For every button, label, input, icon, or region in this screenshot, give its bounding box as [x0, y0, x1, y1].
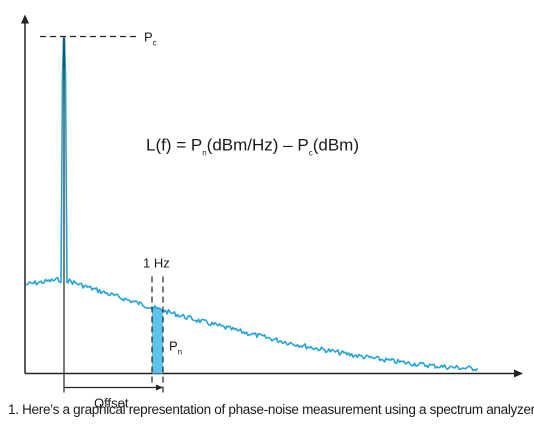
noise-power-band: [152, 305, 163, 374]
y-axis-arrow: [21, 14, 29, 24]
spectrum-trace: [25, 37, 479, 372]
offset-label: Offset: [94, 396, 129, 411]
bandwidth-label: 1 Hz: [143, 256, 170, 271]
x-axis-arrow: [514, 369, 523, 378]
figure-caption: 1. Here’s a graphical representation of …: [8, 402, 534, 417]
offset-arrowhead: [156, 384, 163, 391]
noise-power-label: Pn: [169, 339, 182, 357]
phase-noise-formula: L(f) = Pn(dBm/Hz) – Pc(dBm): [146, 136, 359, 158]
carrier-power-label: Pc: [144, 30, 157, 48]
